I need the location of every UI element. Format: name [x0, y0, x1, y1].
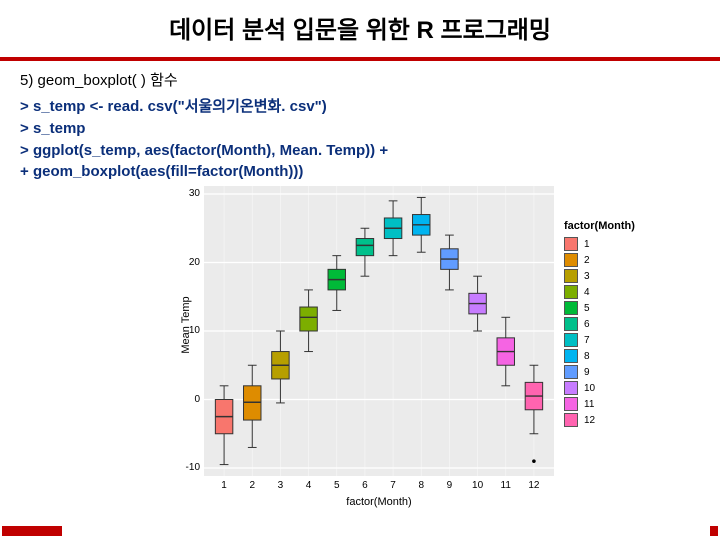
section-heading: 5) geom_boxplot( ) 함수: [20, 69, 700, 90]
x-tick-label: 4: [299, 480, 319, 491]
legend-swatch: [564, 237, 578, 251]
legend-label: 12: [584, 415, 595, 426]
legend-swatch: [564, 349, 578, 363]
legend: factor(Month) 123456789101112: [564, 220, 684, 428]
footer-accent-right: [710, 526, 718, 536]
code-line: > s_temp <- read. csv("서울의기온변화. csv"): [20, 96, 700, 118]
legend-swatch: [564, 365, 578, 379]
x-tick-label: 1: [214, 480, 234, 491]
y-tick-label: 0: [176, 394, 200, 405]
x-tick-label: 3: [270, 480, 290, 491]
legend-label: 7: [584, 335, 590, 346]
code-line: > ggplot(s_temp, aes(factor(Month), Mean…: [20, 140, 700, 162]
legend-item: 5: [564, 300, 684, 316]
legend-item: 10: [564, 380, 684, 396]
legend-label: 8: [584, 351, 590, 362]
legend-swatch: [564, 253, 578, 267]
legend-item: 9: [564, 364, 684, 380]
title-bar: 데이터 분석 입문을 위한 R 프로그래밍: [0, 0, 720, 51]
footer-accent-left: [2, 526, 62, 536]
x-tick-label: 5: [327, 480, 347, 491]
x-axis-title: factor(Month): [204, 496, 554, 508]
legend-label: 5: [584, 303, 590, 314]
y-tick-label: 30: [176, 188, 200, 199]
legend-swatch: [564, 413, 578, 427]
legend-label: 9: [584, 367, 590, 378]
legend-swatch: [564, 397, 578, 411]
legend-item: 3: [564, 268, 684, 284]
code-block: > s_temp <- read. csv("서울의기온변화. csv")> s…: [20, 96, 700, 183]
legend-item: 1: [564, 236, 684, 252]
code-text: s_temp <- read. csv("서울의기온변화. csv"): [33, 98, 327, 115]
legend-item: 6: [564, 316, 684, 332]
x-tick-label: 9: [439, 480, 459, 491]
slide-root: 데이터 분석 입문을 위한 R 프로그래밍 5) geom_boxplot( )…: [0, 0, 720, 540]
legend-swatch: [564, 317, 578, 331]
legend-item: 8: [564, 348, 684, 364]
legend-swatch: [564, 381, 578, 395]
boxplot-chart: Mean Temp -100102030 123456789101112 fac…: [160, 180, 700, 520]
code-text: geom_boxplot(aes(fill=factor(Month))): [33, 163, 303, 180]
legend-swatch: [564, 285, 578, 299]
code-line: > s_temp: [20, 118, 700, 140]
legend-label: 10: [584, 383, 595, 394]
legend-item: 4: [564, 284, 684, 300]
y-tick-label: 10: [176, 325, 200, 336]
code-prompt: >: [20, 98, 33, 115]
legend-swatch: [564, 333, 578, 347]
legend-item: 12: [564, 412, 684, 428]
legend-label: 4: [584, 287, 590, 298]
content-area: 5) geom_boxplot( ) 함수 > s_temp <- read. …: [0, 61, 720, 183]
chart-panel: [204, 186, 554, 476]
x-tick-label: 8: [411, 480, 431, 491]
x-tick-label: 7: [383, 480, 403, 491]
y-tick-label: -10: [176, 462, 200, 473]
code-text: s_temp: [33, 120, 86, 137]
y-tick-label: 20: [176, 257, 200, 268]
x-tick-label: 2: [242, 480, 262, 491]
legend-label: 11: [584, 399, 594, 410]
x-tick-label: 12: [524, 480, 544, 491]
code-prompt: >: [20, 142, 33, 159]
legend-label: 1: [584, 239, 590, 250]
legend-swatch: [564, 301, 578, 315]
legend-label: 6: [584, 319, 590, 330]
code-prompt: +: [20, 163, 33, 180]
x-tick-label: 11: [496, 480, 516, 491]
legend-item: 2: [564, 252, 684, 268]
legend-label: 2: [584, 255, 590, 266]
x-tick-label: 10: [468, 480, 488, 491]
legend-title: factor(Month): [564, 220, 684, 232]
code-text: ggplot(s_temp, aes(factor(Month), Mean. …: [33, 142, 388, 159]
legend-swatch: [564, 269, 578, 283]
page-title: 데이터 분석 입문을 위한 R 프로그래밍: [0, 10, 720, 45]
chart-svg: [204, 186, 554, 476]
legend-item: 7: [564, 332, 684, 348]
legend-label: 3: [584, 271, 590, 282]
legend-item: 11: [564, 396, 684, 412]
x-tick-label: 6: [355, 480, 375, 491]
code-prompt: >: [20, 120, 33, 137]
